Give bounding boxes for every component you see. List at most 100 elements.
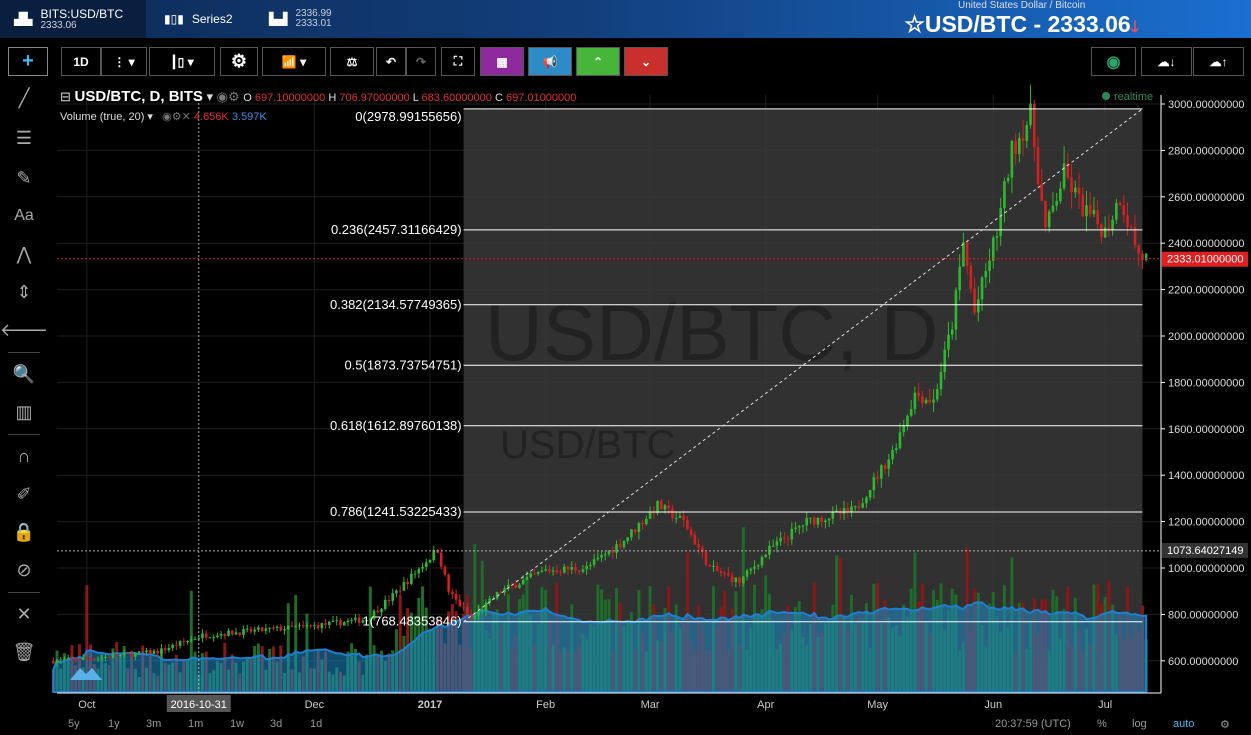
range-1m[interactable]: 1m xyxy=(188,718,204,730)
range-1w[interactable]: 1w xyxy=(230,718,245,730)
volume-bar xyxy=(115,642,119,692)
down-icon[interactable]: ⌄ xyxy=(624,47,668,76)
volume-bar xyxy=(197,674,201,692)
volume-bar xyxy=(85,585,89,692)
range-3d[interactable]: 3d xyxy=(270,718,283,730)
fib-level-label: 0(2978.99155656) xyxy=(355,109,461,124)
zoom-icon[interactable]: 🔍 xyxy=(12,363,36,384)
cube-icon[interactable]: ▦ xyxy=(480,47,524,76)
cloud-upload-icon[interactable]: ☁↑ xyxy=(1193,47,1244,76)
close-icon[interactable]: ✕ xyxy=(181,111,191,123)
pattern-icon[interactable]: ⋀ xyxy=(16,243,32,264)
x-tick-label: Mar xyxy=(641,699,660,711)
lock-icon[interactable]: 🔒 xyxy=(12,521,36,542)
range-1y[interactable]: 1y xyxy=(108,718,120,730)
magnet-icon[interactable]: ∩ xyxy=(17,445,31,466)
eye-icon[interactable]: ◉ xyxy=(216,89,228,104)
candle xyxy=(301,625,305,627)
candle xyxy=(1036,147,1040,184)
volume-bar xyxy=(779,644,783,692)
eye-icon[interactable]: ◉ xyxy=(162,111,172,123)
measure-icon[interactable]: ⇕ xyxy=(16,281,32,302)
candle xyxy=(663,505,667,510)
candle xyxy=(935,389,939,400)
up-icon[interactable]: ⌃ xyxy=(576,47,620,76)
candles-icon[interactable]: ┃▯ ▾ xyxy=(149,47,215,76)
gear-icon[interactable]: ⚙ xyxy=(220,47,258,76)
volume-bar xyxy=(488,638,492,692)
candle xyxy=(424,562,428,567)
megaphone-icon[interactable]: 📢 xyxy=(528,47,572,76)
undo-icon[interactable]: ↶ xyxy=(376,47,406,76)
trend-line-icon[interactable]: ╱ xyxy=(18,87,30,108)
volume-bar xyxy=(260,646,264,692)
candle xyxy=(428,560,432,563)
interval-button[interactable]: 1D xyxy=(61,47,101,76)
percent-scale-toggle[interactable]: % xyxy=(1097,718,1107,730)
tab-label: Series2 xyxy=(191,12,233,26)
trash-icon[interactable]: 🗑 xyxy=(12,641,36,662)
volume-bar xyxy=(81,667,85,692)
candle xyxy=(645,518,648,525)
volume-ma-area xyxy=(52,601,1148,693)
compare-icon[interactable]: ⚖ xyxy=(330,47,374,76)
range-3m[interactable]: 3m xyxy=(146,718,162,730)
eye-hidden-icon[interactable]: ⊘ xyxy=(16,559,32,580)
tab-main-series[interactable]: ▟▙ BITS:USD/BTC 2333.06 xyxy=(0,0,146,38)
candle xyxy=(618,544,622,547)
settings-icon[interactable]: ⚙ xyxy=(1220,719,1230,731)
crosshair-icon[interactable]: + xyxy=(8,47,48,76)
candle xyxy=(260,627,264,631)
cloud-download-icon[interactable]: ☁↓ xyxy=(1141,47,1192,76)
candle xyxy=(794,527,797,529)
star-icon[interactable]: ☆ xyxy=(904,11,925,37)
gear-icon[interactable]: ⚙ xyxy=(228,89,240,104)
volume-label[interactable]: Volume (true, 20) xyxy=(60,111,145,123)
range-5y[interactable]: 5y xyxy=(68,718,80,730)
dropdown-icon[interactable]: ▾ xyxy=(206,89,214,104)
volume-bar xyxy=(126,668,130,692)
candle xyxy=(607,550,611,555)
candle xyxy=(827,518,831,521)
volume-bar xyxy=(551,644,555,692)
horizontal-lines-icon[interactable]: ☰ xyxy=(15,127,33,148)
volume-bar xyxy=(1014,651,1018,692)
pencil-lock-icon[interactable]: ✐ xyxy=(16,483,32,504)
tab-series3[interactable]: ▙▟ 2336.99 2333.01 xyxy=(255,0,346,38)
range-1d[interactable]: 1d xyxy=(310,718,323,730)
volume-bar xyxy=(932,590,936,692)
volume-bar xyxy=(726,651,730,692)
more-icon[interactable]: ⋮ ▾ xyxy=(101,47,147,76)
auto-scale-toggle[interactable]: auto xyxy=(1173,718,1195,730)
fullscreen-icon[interactable]: ⛶ xyxy=(441,47,475,76)
log-scale-toggle[interactable]: log xyxy=(1132,718,1147,730)
x-tick-label: May xyxy=(867,699,888,711)
legend-symbol[interactable]: USD/BTC, D, BITS xyxy=(74,88,203,105)
volume-bar xyxy=(924,621,928,692)
tab-price: 2333.01 xyxy=(295,18,332,29)
close-value: 697.01000000 xyxy=(505,92,577,104)
volume-bar xyxy=(555,582,559,692)
candle xyxy=(141,651,145,653)
volume-bar xyxy=(145,667,149,692)
redo-icon[interactable]: ↷ xyxy=(406,47,436,76)
arrow-left-icon[interactable]: 🡐 xyxy=(0,319,49,340)
tab-series2[interactable]: ▮▯▮ Series2 xyxy=(150,0,247,38)
x-tick-label: Apr xyxy=(757,699,774,711)
text-icon[interactable]: Aa xyxy=(14,207,34,224)
candle xyxy=(298,625,301,627)
tools-icon[interactable]: ✕ xyxy=(16,603,32,624)
camera-icon[interactable]: ◉ xyxy=(1091,47,1136,76)
volume-bar xyxy=(1081,651,1085,692)
gear-icon[interactable]: ⚙ xyxy=(171,111,182,123)
ruler-icon[interactable]: ▥ xyxy=(15,401,33,422)
candle xyxy=(648,511,652,519)
volume-bar xyxy=(629,611,633,692)
volume-bar xyxy=(1077,629,1081,692)
volume-bar xyxy=(1055,596,1059,692)
candle xyxy=(163,648,167,651)
brush-icon[interactable]: ✎ xyxy=(16,167,32,188)
indicators-icon[interactable]: 📶 ▾ xyxy=(262,47,326,76)
collapse-icon[interactable]: ⊟ xyxy=(60,89,71,104)
candle xyxy=(682,515,685,520)
